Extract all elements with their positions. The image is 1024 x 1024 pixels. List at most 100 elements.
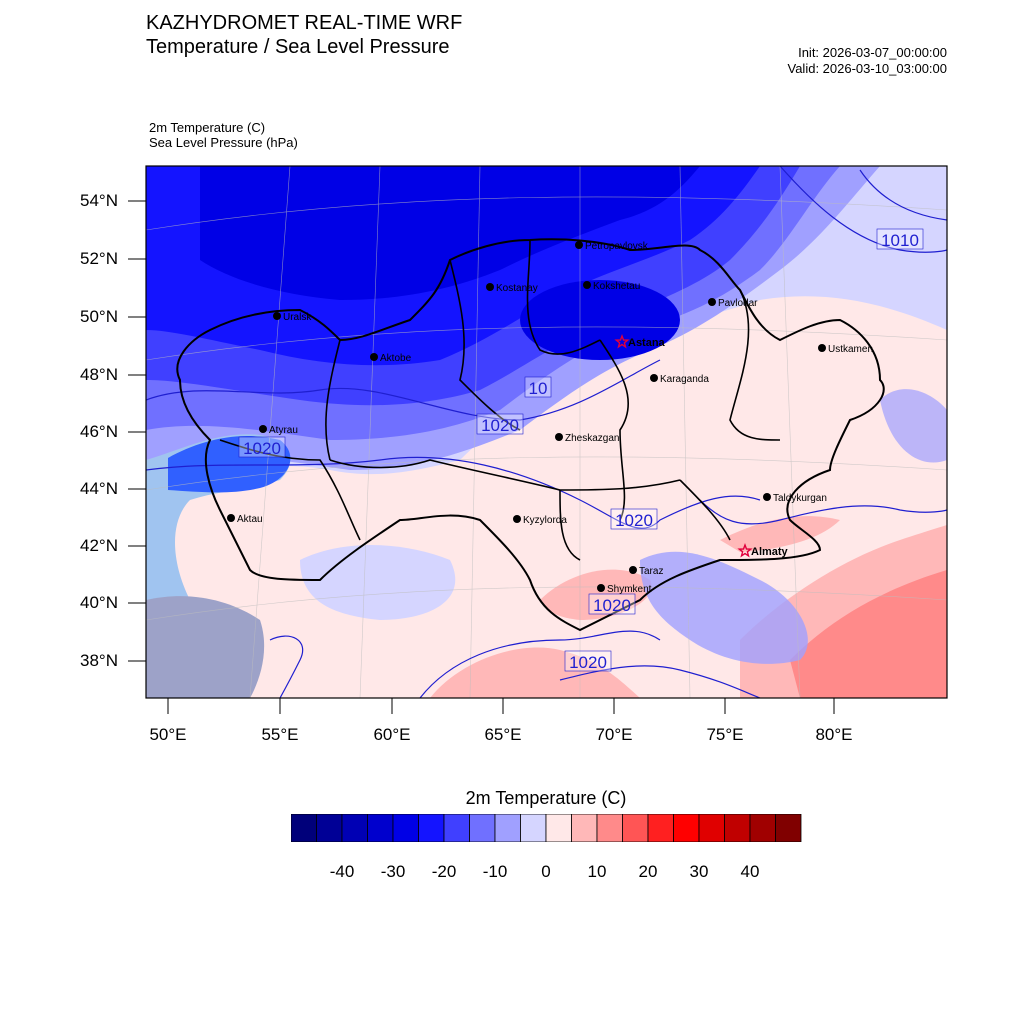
isobar-label-box [564,650,612,672]
city-marker [273,312,281,320]
city-label: Ustkamen [828,344,873,355]
city-label: Taldykurgan [773,493,827,504]
lon-label: 65°E [484,725,522,744]
city-marker [818,344,826,352]
app-title: KAZHYDROMET REAL-TIME WRF [146,12,463,34]
valid-time: Valid: 2026-03-10_03:00:00 [787,61,948,76]
colorbar-swatch [392,814,419,842]
city-label: Kyzylorda [523,515,567,526]
city-label: Aktobe [380,353,412,364]
lon-label: 50°E [149,725,187,744]
lat-label: 54°N [80,191,118,210]
colorbar-swatch [316,814,343,842]
colorbar-label: -40 [329,862,355,881]
city-marker [583,281,591,289]
lat-label: 52°N [80,249,118,268]
city-label: Zheskazgan [565,433,619,444]
city-marker [486,283,494,291]
isobar-label-box [610,508,658,530]
isobar-label-box [876,228,924,250]
colorbar-label: 0 [541,862,551,881]
isobar-label-box [476,413,524,435]
colorbar-swatch [724,814,751,842]
colorbar-label: 30 [689,862,709,881]
city-marker [227,514,235,522]
colorbar-swatch [545,814,572,842]
lat-label: 44°N [80,479,118,498]
colorbar-swatch [673,814,700,842]
lat-label: 50°N [80,307,118,326]
product-subtitle: Temperature / Sea Level Pressure [146,36,450,58]
city-marker [513,515,521,523]
city-label: Atyrau [269,425,298,436]
field-temperature-label: 2m Temperature (C) [149,120,266,135]
city-label: Astana [628,337,666,349]
isobar-label-box [524,376,552,398]
city-marker [575,241,583,249]
isobar-label: 1020 [593,596,631,615]
colorbar-label: -10 [482,862,508,881]
country-border [176,238,885,632]
colorbar-swatch [647,814,674,842]
city-label: Petropavlovsk [585,241,649,252]
colorbar-swatch [443,814,470,842]
colorbar-swatch [418,814,445,842]
city-label: Karaganda [660,374,709,385]
isobar-label: 1020 [481,416,519,435]
isobar-label-box [238,436,286,458]
city-label: Aktau [237,514,263,525]
city-label: Kokshetau [593,281,640,292]
colorbar-label: -20 [431,862,457,881]
capital-star-icon [614,334,630,349]
isobar-label-box [588,593,636,615]
lon-label: 80°E [815,725,853,744]
colorbar-swatch [749,814,776,842]
isobar-label: 1010 [881,231,919,250]
field-pressure-label: Sea Level Pressure (hPa) [149,135,298,150]
colorbar-swatch [291,814,317,842]
lat-label: 46°N [80,422,118,441]
capital-star-icon [737,543,753,558]
colorbar-swatch [520,814,547,842]
city-marker [629,566,637,574]
colorbar-label: -30 [380,862,406,881]
lat-label: 48°N [80,365,118,384]
city-marker [763,493,771,501]
lat-label: 42°N [80,536,118,555]
city-label: Almaty [751,546,789,558]
isobar-label: 10 [529,379,548,398]
isobar-label: 1020 [243,439,281,458]
city-label: Shymkent [607,584,652,595]
colorbar [291,814,802,842]
city-label: Uralsk [283,312,312,323]
city-marker [597,584,605,592]
city-label: Kostanay [496,283,538,294]
colorbar-swatch [596,814,623,842]
isobar-label: 1020 [569,653,607,672]
init-time: Init: 2026-03-07_00:00:00 [798,45,947,60]
colorbar-label: 20 [638,862,658,881]
colorbar-swatch [622,814,649,842]
lon-label: 55°E [261,725,299,744]
colorbar-swatch [698,814,725,842]
colorbar-swatch [341,814,368,842]
colorbar-label: 10 [587,862,607,881]
lon-label: 60°E [373,725,411,744]
city-marker [555,433,563,441]
colorbar-title: 2m Temperature (C) [465,788,627,808]
colorbar-swatch [775,814,802,842]
colorbar-swatch [494,814,521,842]
city-marker [650,374,658,382]
city-marker [708,298,716,306]
city-marker [259,425,267,433]
colorbar-swatch [367,814,394,842]
colorbar-label: 40 [740,862,760,881]
lat-label: 40°N [80,593,118,612]
city-marker [370,353,378,361]
city-label: Taraz [639,566,663,577]
colorbar-swatch [469,814,496,842]
lon-label: 70°E [595,725,633,744]
lat-label: 38°N [80,651,118,670]
temperature-field [146,166,947,698]
